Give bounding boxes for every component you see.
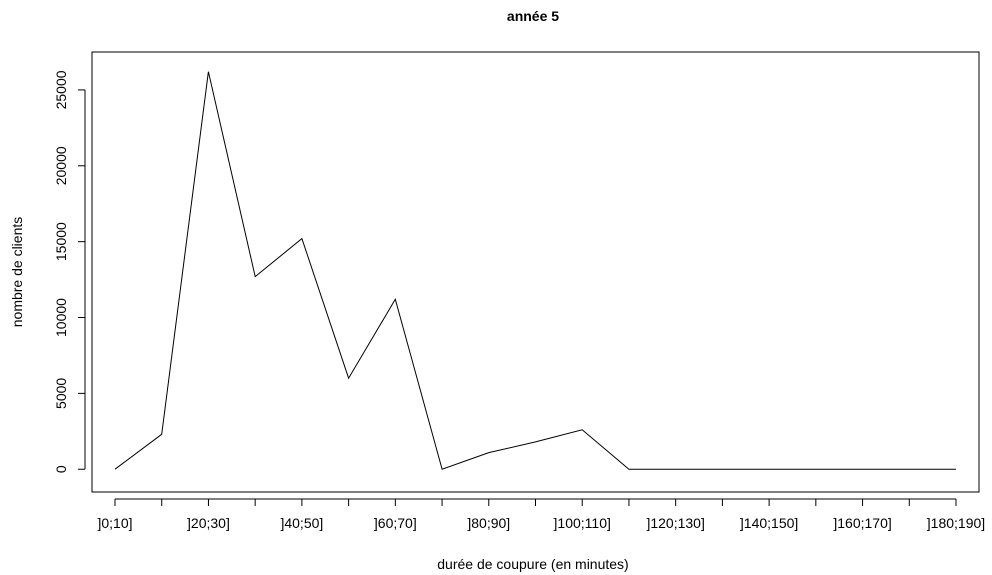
chart-title: année 5: [507, 8, 559, 24]
x-tick-label: ]120;130]: [646, 515, 704, 531]
x-tick-label: ]0;10]: [97, 515, 132, 531]
y-axis-label: nombre de clients: [9, 217, 25, 328]
x-tick-label: ]160;170]: [833, 515, 891, 531]
y-tick-label: 10000: [53, 298, 69, 337]
x-tick-label: ]60;70]: [374, 515, 417, 531]
plot-frame: [91, 51, 980, 493]
x-tick-label: ]180;190]: [927, 515, 985, 531]
x-axis-label: durée de coupure (en minutes): [437, 556, 628, 572]
y-axis: 0 5000 10000 15000 20000 25000: [53, 70, 86, 473]
x-tick-label: ]40;50]: [280, 515, 323, 531]
y-tick-label: 20000: [53, 146, 69, 185]
x-tick-label: ]80;90]: [467, 515, 510, 531]
y-tick-label: 0: [53, 465, 69, 473]
x-tick-label: ]20;30]: [187, 515, 230, 531]
x-axis: ]0;10] ]20;30] ]40;50] ]60;70] ]80;90] ]100;1…: [97, 498, 985, 531]
y-tick-label: 25000: [53, 70, 69, 109]
x-tick-label: ]100;110]: [554, 515, 611, 531]
y-tick-label: 5000: [53, 378, 69, 409]
x-tick-label: ]140;150]: [740, 515, 798, 531]
y-tick-label: 15000: [53, 222, 69, 261]
series-line: [114, 71, 956, 470]
